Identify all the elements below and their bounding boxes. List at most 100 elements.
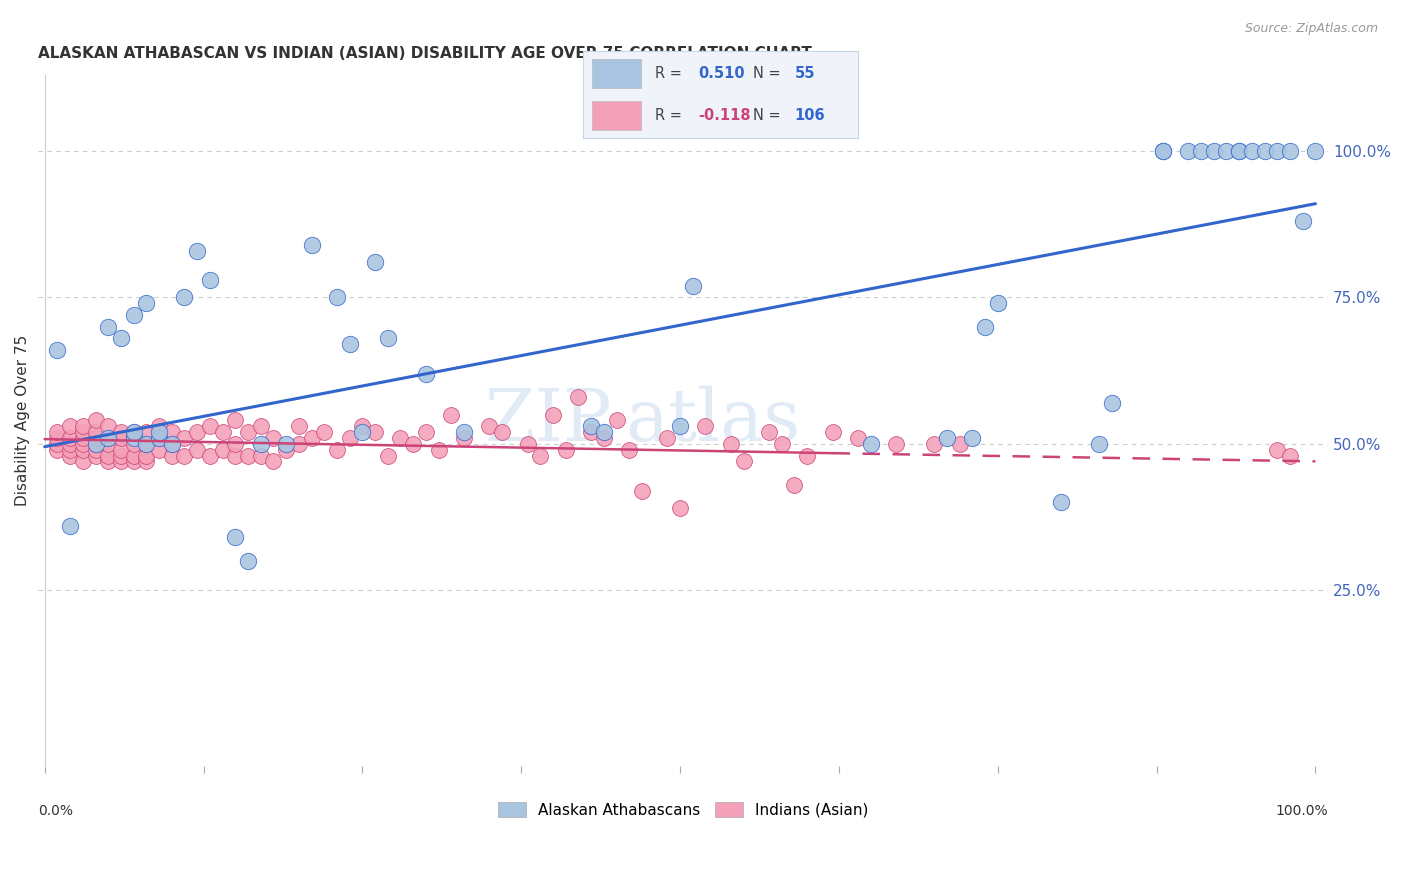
Point xyxy=(224,437,246,451)
Bar xyxy=(592,59,641,87)
Point xyxy=(173,290,195,304)
Point xyxy=(579,419,602,434)
Point xyxy=(1253,144,1275,158)
Point xyxy=(1152,144,1174,158)
Point xyxy=(846,431,869,445)
Point xyxy=(657,431,679,445)
Point xyxy=(59,419,82,434)
Point xyxy=(97,419,120,434)
Text: 55: 55 xyxy=(794,66,815,80)
Point xyxy=(314,425,336,439)
Point xyxy=(59,449,82,463)
Point xyxy=(224,531,246,545)
Text: R =: R = xyxy=(655,66,686,80)
Point xyxy=(135,449,157,463)
Text: ZIP: ZIP xyxy=(485,385,612,456)
Point xyxy=(122,425,145,439)
Point xyxy=(783,477,806,491)
Point xyxy=(339,337,361,351)
Point xyxy=(46,442,69,457)
Point xyxy=(1305,144,1327,158)
Point xyxy=(110,442,132,457)
Point xyxy=(135,296,157,310)
Point xyxy=(1279,144,1302,158)
Point xyxy=(110,454,132,468)
Point xyxy=(224,413,246,427)
Point xyxy=(160,437,183,451)
Point xyxy=(1152,144,1174,158)
Point xyxy=(770,437,793,451)
Point xyxy=(97,437,120,451)
Point xyxy=(160,449,183,463)
Point xyxy=(46,425,69,439)
Point xyxy=(148,431,170,445)
Point xyxy=(72,442,94,457)
Point xyxy=(186,244,208,258)
Point xyxy=(173,449,195,463)
Point xyxy=(135,454,157,468)
Point xyxy=(541,408,564,422)
Point xyxy=(758,425,780,439)
Point xyxy=(516,437,538,451)
Point xyxy=(198,273,221,287)
Point xyxy=(135,437,157,451)
Point xyxy=(1265,144,1288,158)
Point xyxy=(922,437,945,451)
Point xyxy=(1292,214,1315,228)
Point xyxy=(1189,144,1212,158)
Point xyxy=(1279,449,1302,463)
Point xyxy=(579,425,602,439)
Point xyxy=(1101,396,1123,410)
Text: 0.0%: 0.0% xyxy=(38,804,73,818)
Point xyxy=(110,331,132,345)
Point xyxy=(453,431,475,445)
Point xyxy=(72,425,94,439)
Point xyxy=(262,431,284,445)
Point xyxy=(276,442,298,457)
Point xyxy=(198,449,221,463)
Point xyxy=(249,449,271,463)
Point xyxy=(276,437,298,451)
Text: -0.118: -0.118 xyxy=(699,108,751,122)
Point xyxy=(440,408,463,422)
Point xyxy=(1265,442,1288,457)
Point xyxy=(1177,144,1199,158)
Point xyxy=(122,449,145,463)
Point xyxy=(352,425,374,439)
Point xyxy=(110,449,132,463)
Point xyxy=(288,419,311,434)
Point xyxy=(326,442,349,457)
Point xyxy=(97,319,120,334)
Point xyxy=(733,454,755,468)
Point xyxy=(402,437,425,451)
Point xyxy=(1215,144,1237,158)
Point xyxy=(592,431,614,445)
Point xyxy=(884,437,907,451)
Text: Source: ZipAtlas.com: Source: ZipAtlas.com xyxy=(1244,22,1378,36)
Point xyxy=(122,431,145,445)
Point xyxy=(377,449,399,463)
Point xyxy=(236,425,259,439)
Point xyxy=(288,437,311,451)
Point xyxy=(1088,437,1111,451)
Point xyxy=(669,419,692,434)
Point xyxy=(59,437,82,451)
Y-axis label: Disability Age Over 75: Disability Age Over 75 xyxy=(15,334,30,506)
Point xyxy=(148,431,170,445)
Point xyxy=(415,367,437,381)
Text: 100.0%: 100.0% xyxy=(1275,804,1329,818)
Point xyxy=(122,425,145,439)
Point xyxy=(110,425,132,439)
Point xyxy=(72,454,94,468)
Point xyxy=(987,296,1010,310)
Point xyxy=(301,237,323,252)
Point xyxy=(122,308,145,322)
Point xyxy=(173,431,195,445)
Point xyxy=(974,319,997,334)
Point xyxy=(415,425,437,439)
Point xyxy=(97,449,120,463)
Point xyxy=(619,442,641,457)
Point xyxy=(249,437,271,451)
Text: N =: N = xyxy=(754,108,786,122)
Point xyxy=(339,431,361,445)
